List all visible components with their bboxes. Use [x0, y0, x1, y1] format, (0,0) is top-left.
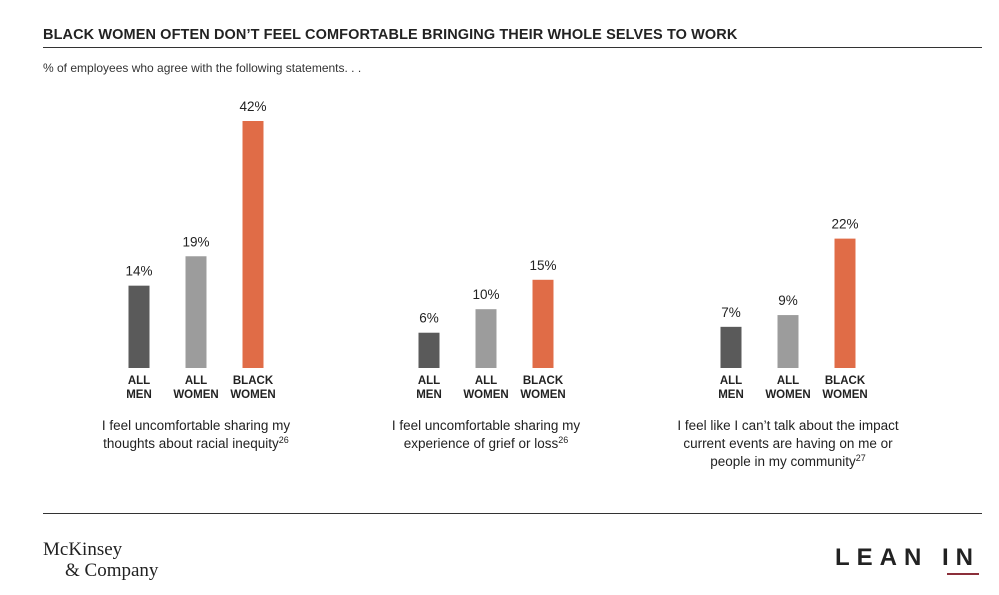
chart-caption: I feel uncomfortable sharing my [102, 418, 291, 433]
bar [532, 279, 554, 368]
category-label: ALL [475, 375, 497, 387]
category-label: BLACK [233, 375, 274, 387]
category-label: BLACK [825, 375, 866, 387]
category-label: WOMEN [765, 389, 810, 401]
data-label: 9% [778, 293, 798, 308]
title-rule [43, 47, 982, 48]
mckinsey-logo-line1: McKinsey [43, 539, 123, 560]
footnote-marker: 26 [279, 435, 289, 445]
bar [777, 315, 799, 368]
data-label: 6% [419, 311, 439, 326]
chart-caption: current events are having on me or [683, 436, 893, 451]
data-label: 42% [239, 99, 266, 114]
chart-subtitle: % of employees who agree with the follow… [43, 61, 362, 75]
category-label: BLACK [523, 375, 564, 387]
chart-title: BLACK WOMEN OFTEN DON’T FEEL COMFORTABLE… [43, 27, 738, 43]
category-label: ALL [720, 375, 742, 387]
bar [128, 285, 150, 368]
data-label: 14% [125, 264, 152, 279]
category-label: ALL [418, 375, 440, 387]
chart-caption: experience of grief or loss26 [404, 435, 569, 451]
bar [242, 121, 264, 368]
data-label: 7% [721, 305, 741, 320]
bar-charts: 14% ALL MEN 19% ALL WOMEN 42% BLACK WOMEN I feel … [102, 99, 899, 469]
bar [185, 256, 207, 368]
bar [834, 238, 856, 368]
category-label: MEN [718, 389, 744, 401]
chart-caption: people in my community27 [710, 453, 866, 469]
mckinsey-logo: McKinsey & Company [43, 539, 158, 581]
footer-rule [43, 513, 982, 514]
chart-caption: I feel uncomfortable sharing my [392, 418, 581, 433]
category-label: MEN [126, 389, 152, 401]
footnote-marker: 26 [558, 435, 568, 445]
category-label: WOMEN [173, 389, 218, 401]
data-label: 19% [182, 234, 209, 249]
category-label: WOMEN [520, 389, 565, 401]
mckinsey-logo-line2: & Company [65, 560, 159, 581]
category-label: WOMEN [822, 389, 867, 401]
bar [475, 309, 497, 368]
leanin-logo: LEAN IN [835, 544, 980, 571]
category-label: WOMEN [463, 389, 508, 401]
chart-caption: I feel like I can’t talk about the impac… [677, 418, 899, 433]
category-label: ALL [777, 375, 799, 387]
data-label: 22% [831, 217, 858, 232]
bar [720, 326, 742, 368]
category-label: WOMEN [230, 389, 275, 401]
data-label: 15% [529, 258, 556, 273]
data-label: 10% [472, 287, 499, 302]
category-label: ALL [128, 375, 150, 387]
category-label: ALL [185, 375, 207, 387]
category-label: MEN [416, 389, 442, 401]
bar [418, 332, 440, 368]
leanin-logo-underline [947, 573, 979, 575]
footnote-marker: 27 [856, 453, 866, 463]
chart-caption: thoughts about racial inequity26 [103, 435, 289, 451]
